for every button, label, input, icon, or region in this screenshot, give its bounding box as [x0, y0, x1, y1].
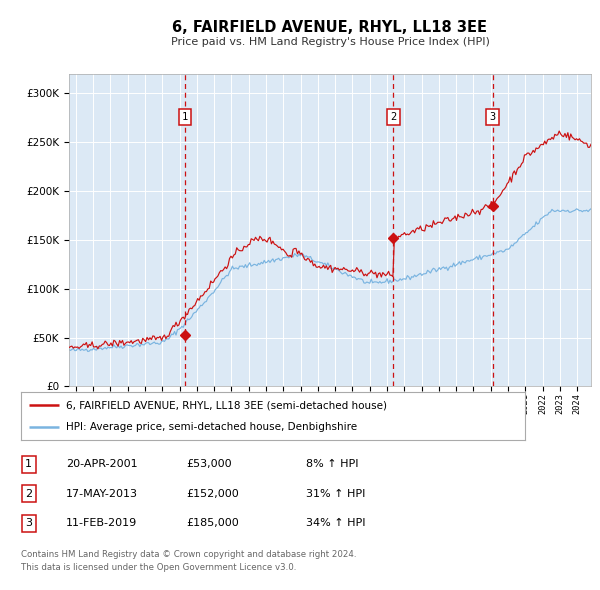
Text: 8% ↑ HPI: 8% ↑ HPI — [306, 460, 359, 469]
Text: 1: 1 — [25, 460, 32, 469]
Text: 31% ↑ HPI: 31% ↑ HPI — [306, 489, 365, 499]
Text: 17-MAY-2013: 17-MAY-2013 — [66, 489, 138, 499]
Text: Price paid vs. HM Land Registry's House Price Index (HPI): Price paid vs. HM Land Registry's House … — [170, 37, 490, 47]
Text: 1: 1 — [182, 112, 188, 122]
Text: 11-FEB-2019: 11-FEB-2019 — [66, 519, 137, 528]
Text: Contains HM Land Registry data © Crown copyright and database right 2024.
This d: Contains HM Land Registry data © Crown c… — [21, 550, 356, 572]
Text: 3: 3 — [490, 112, 496, 122]
Text: 6, FAIRFIELD AVENUE, RHYL, LL18 3EE (semi-detached house): 6, FAIRFIELD AVENUE, RHYL, LL18 3EE (sem… — [67, 400, 388, 410]
Text: £152,000: £152,000 — [186, 489, 239, 499]
Text: 2: 2 — [25, 489, 32, 499]
Text: HPI: Average price, semi-detached house, Denbighshire: HPI: Average price, semi-detached house,… — [67, 422, 358, 432]
Text: 34% ↑ HPI: 34% ↑ HPI — [306, 519, 365, 528]
Text: 20-APR-2001: 20-APR-2001 — [66, 460, 137, 469]
Text: £53,000: £53,000 — [186, 460, 232, 469]
Text: £185,000: £185,000 — [186, 519, 239, 528]
Text: 2: 2 — [391, 112, 397, 122]
Text: 3: 3 — [25, 519, 32, 528]
Text: 6, FAIRFIELD AVENUE, RHYL, LL18 3EE: 6, FAIRFIELD AVENUE, RHYL, LL18 3EE — [173, 20, 487, 35]
